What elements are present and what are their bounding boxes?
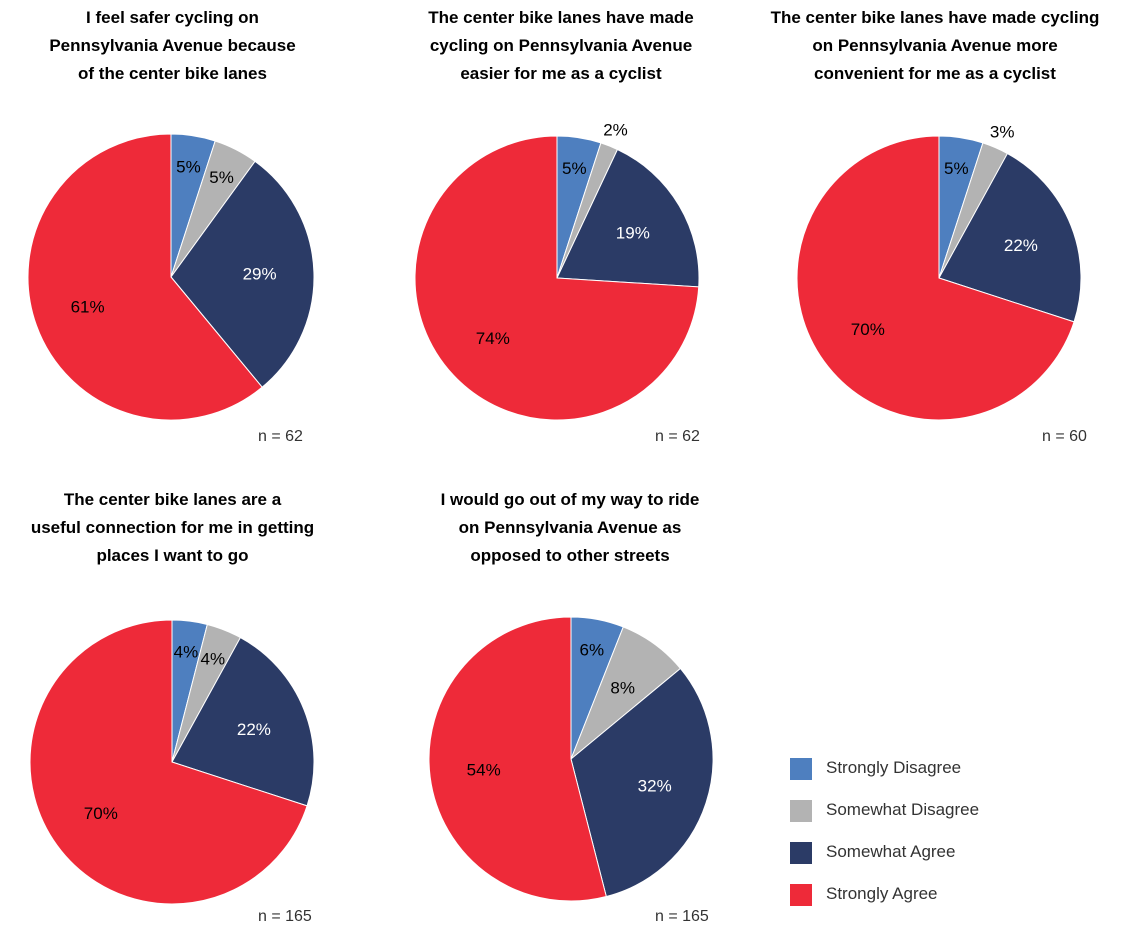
legend-swatch [790, 884, 812, 906]
pie-data-label: 2% [603, 121, 628, 140]
pie-slice-somewhat-agree [170, 160, 315, 388]
pie-data-label: 4% [174, 643, 199, 662]
pie-data-label: 19% [616, 224, 650, 243]
pie-slice-somewhat-agree [570, 667, 714, 898]
chart-title-line: on Pennsylvania Avenue more [812, 36, 1058, 55]
pie-data-label: 70% [84, 804, 118, 823]
pie-data-label: 5% [562, 159, 587, 178]
pie-data-label: 54% [467, 761, 501, 780]
pie-data-label: 74% [476, 329, 510, 348]
pie-slice-strongly-agree [29, 619, 308, 905]
pie-data-label: 4% [201, 650, 226, 669]
chart-title-line: easier for me as a cyclist [460, 64, 662, 83]
pie-data-label: 3% [990, 123, 1015, 142]
pie-slice-somewhat-agree [171, 636, 315, 807]
chart-title-line: places I want to go [96, 546, 249, 565]
chart-title-line: Pennsylvania Avenue because [49, 36, 296, 55]
chart-title-line: The center bike lanes have made [428, 8, 694, 27]
pie-slice-strongly-agree [428, 616, 607, 902]
chart-title-line: of the center bike lanes [78, 64, 267, 83]
chart-title: The center bike lanes are a useful conne… [5, 486, 340, 570]
chart-title-line: I would go out of my way to ride [440, 490, 700, 509]
sample-size-label: n = 165 [258, 908, 312, 925]
chart-title-line: useful connection for me in getting [30, 518, 315, 537]
sample-size-label: n = 60 [1042, 428, 1087, 445]
pie-data-label: 32% [638, 777, 672, 796]
pie-data-label: 5% [944, 159, 969, 178]
pie-data-label: 61% [71, 298, 105, 317]
chart-title-line: on Pennsylvania Avenue as [458, 518, 682, 537]
pie-slice-strongly-agree [27, 133, 263, 421]
chart-title: The center bike lanes have made cycling … [396, 4, 726, 88]
pie-data-label: 8% [610, 678, 635, 697]
legend-swatch [790, 800, 812, 822]
pie-slice-somewhat-agree [556, 148, 700, 288]
chart-title-line: The center bike lanes are a [63, 490, 282, 509]
sample-size-label: n = 62 [258, 428, 303, 445]
chart-title: The center bike lanes have made cycling … [750, 4, 1120, 88]
pie-slice-strongly-agree [414, 135, 700, 421]
legend-swatch [790, 758, 812, 780]
chart-title-line: The center bike lanes have made cycling [770, 8, 1100, 27]
pie-data-label: 70% [851, 320, 885, 339]
legend-label: Strongly Disagree [826, 758, 962, 777]
sample-size-label: n = 165 [655, 908, 709, 925]
pie-data-label: 22% [237, 720, 271, 739]
pie-slice-somewhat-agree [938, 152, 1082, 323]
legend-label: Somewhat Agree [826, 842, 956, 861]
sample-size-label: n = 62 [655, 428, 700, 445]
pie-data-label: 5% [176, 157, 201, 176]
chart-title-line: convenient for me as a cyclist [814, 64, 1056, 83]
chart-title-line: opposed to other streets [470, 546, 670, 565]
chart-title: I feel safer cycling on Pennsylvania Ave… [20, 4, 325, 88]
chart-title: I would go out of my way to ride on Penn… [405, 486, 735, 570]
pie-slice-strongly-agree [796, 135, 1075, 421]
chart-title-line: I feel safer cycling on [86, 8, 259, 27]
legend-swatch [790, 842, 812, 864]
pie-data-label: 29% [243, 265, 277, 284]
pie-data-label: 6% [580, 641, 605, 660]
legend-label: Strongly Agree [826, 884, 938, 903]
chart-title-line: cycling on Pennsylvania Avenue [429, 36, 693, 55]
pie-data-label: 22% [1004, 236, 1038, 255]
legend-label: Somewhat Disagree [826, 800, 980, 819]
pie-data-label: 5% [209, 168, 234, 187]
